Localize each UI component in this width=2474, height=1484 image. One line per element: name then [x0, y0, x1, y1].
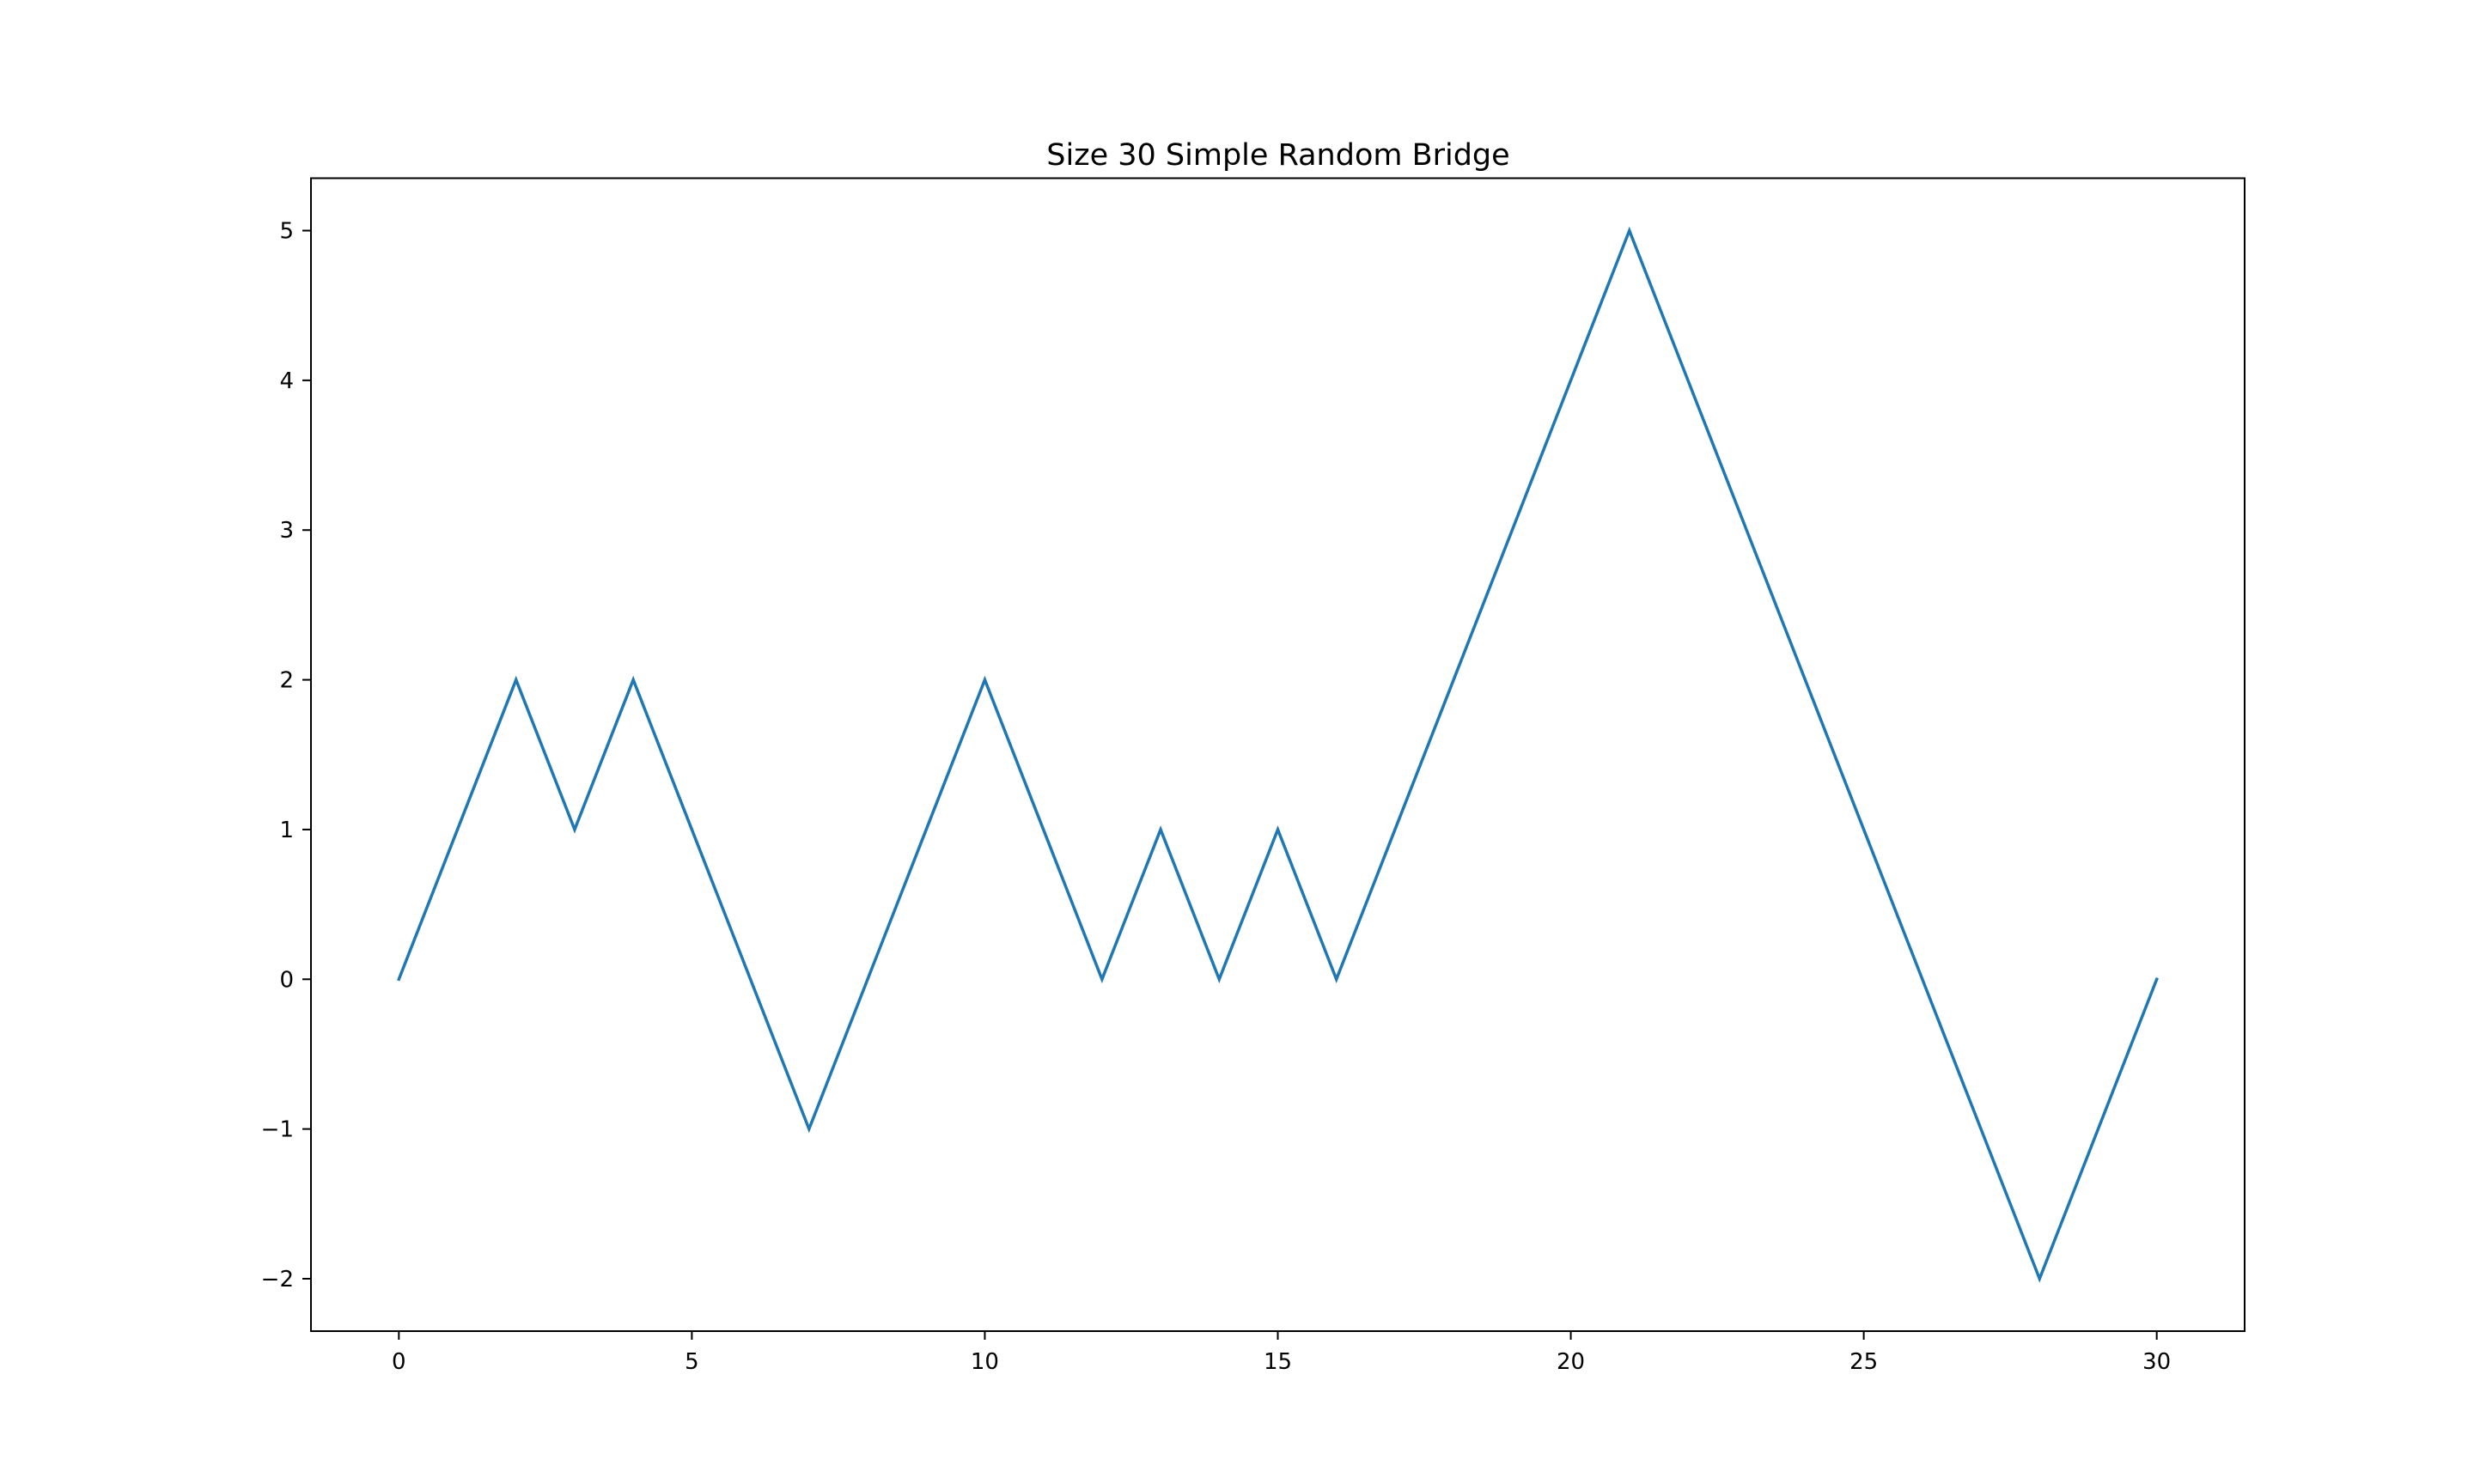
y-tick-label: −2: [261, 1267, 294, 1292]
x-tick-label: 15: [1264, 1349, 1292, 1375]
axis-ticks: 0 5 10 15 20 25 30 −2 −1 0 1 2 3 4 5: [261, 219, 2172, 1375]
x-tick-label: 10: [971, 1349, 999, 1375]
y-tick-label: 4: [279, 368, 294, 394]
y-tick-label: −1: [261, 1117, 294, 1143]
y-tick-label: 5: [279, 219, 294, 245]
x-tick-label: 0: [392, 1349, 406, 1375]
x-tick-label: 5: [685, 1349, 699, 1375]
y-tick-label: 1: [279, 818, 294, 843]
series-line: [397, 226, 2159, 1283]
chart-title: Size 30 Simple Random Bridge: [1046, 138, 1509, 173]
x-tick-label: 25: [1849, 1349, 1878, 1375]
y-tick-label: 3: [279, 518, 294, 544]
x-tick-label: 30: [2142, 1349, 2171, 1375]
plot-lines: [397, 226, 2159, 1283]
plot-frame: [310, 177, 2245, 1332]
y-tick-label: 0: [279, 967, 294, 993]
y-tick-label: 2: [279, 668, 294, 694]
x-tick-label: 20: [1557, 1349, 1585, 1375]
